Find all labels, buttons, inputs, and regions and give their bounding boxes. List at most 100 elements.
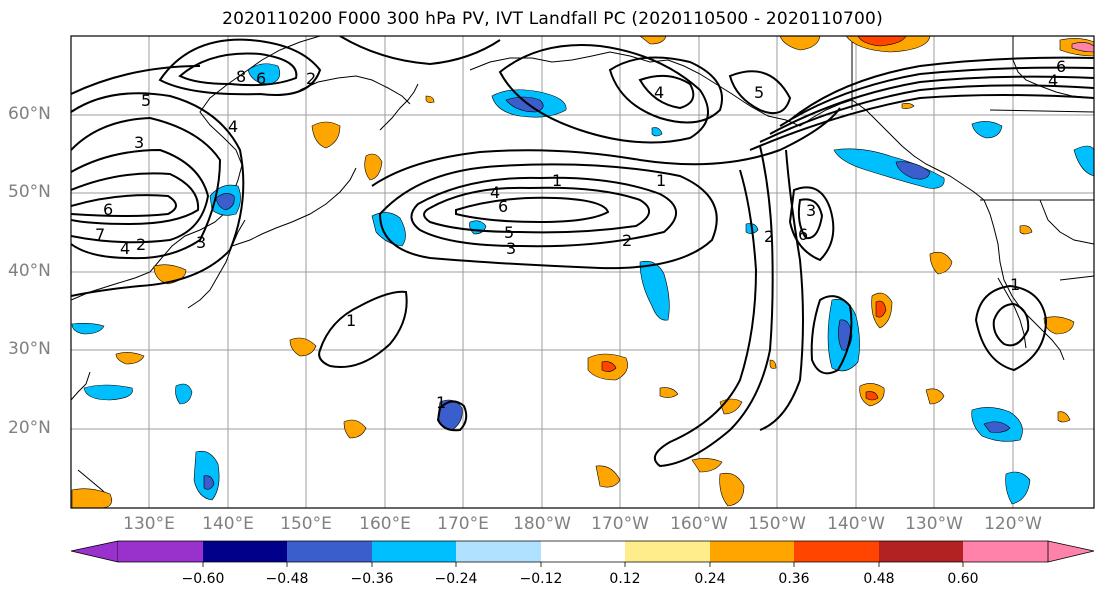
lon-label: 180°W	[513, 514, 571, 534]
colorbar-tick-label: −0.60	[181, 571, 225, 587]
contour-label: 2	[136, 235, 146, 254]
neg-region	[203, 475, 215, 490]
pos-region	[929, 251, 953, 275]
contour-label: 4	[228, 117, 238, 136]
colorbar	[70, 540, 1095, 567]
pos-region	[875, 300, 887, 318]
lon-label: 120°W	[984, 514, 1042, 534]
neg-region	[651, 127, 663, 137]
lon-label: 160°W	[670, 514, 728, 534]
pos-region	[71, 488, 112, 508]
pos-region	[1071, 42, 1094, 53]
neg-region	[1073, 145, 1094, 177]
neg-region	[895, 161, 931, 180]
neg-region	[247, 63, 281, 85]
colorbar-segment	[203, 541, 287, 562]
colorbar-segment	[541, 541, 625, 562]
colorbar-segment	[372, 541, 456, 562]
colorbar-segment	[879, 541, 963, 562]
colorbar-segment	[118, 541, 203, 562]
map-title: 2020110200 F000 300 hPa PV, IVT Landfall…	[222, 9, 883, 29]
lon-label: 170°W	[591, 514, 649, 534]
pos-region	[364, 153, 383, 181]
contour-label: 6	[498, 197, 508, 216]
pos-region	[1057, 411, 1071, 423]
colorbar-segment	[710, 541, 794, 562]
neg-region	[371, 212, 406, 247]
map-panel: 5 3 6 7 4 2 3 8 6 4 2 4 6 5 3 2 1 1 2 3 …	[71, 36, 1094, 508]
lat-label: 60°N	[8, 104, 51, 124]
coastlines	[71, 36, 1094, 501]
pos-region	[901, 103, 915, 109]
gridlines	[71, 36, 1094, 508]
contour-label: 4	[654, 83, 664, 102]
contour-label: 2	[764, 227, 774, 246]
pos-region	[311, 121, 341, 149]
contour-label: 1	[552, 171, 562, 190]
contour-label: 6	[1056, 57, 1066, 76]
neg-region	[639, 260, 670, 321]
neg-region	[983, 421, 1011, 433]
contour-label: 1	[656, 171, 666, 190]
lon-label: 150°E	[280, 514, 332, 534]
lat-label: 30°N	[8, 339, 51, 359]
lat-label: 20°N	[8, 418, 51, 438]
lon-label: 130°W	[905, 514, 963, 534]
contour-label: 6	[256, 69, 266, 88]
neg-region	[215, 193, 235, 211]
contour-label: 7	[95, 225, 105, 244]
pos-region	[857, 36, 907, 47]
contour-label: 3	[506, 239, 516, 258]
pos-region	[1019, 225, 1033, 235]
pos-region	[289, 337, 317, 357]
lon-label: 160°E	[359, 514, 411, 534]
colorbar-segment	[287, 541, 372, 562]
pos-region	[639, 36, 667, 45]
contour-label: 3	[806, 201, 816, 220]
pos-region	[659, 387, 679, 398]
contour-label: 4	[490, 183, 500, 202]
colorbar-extend-high	[1047, 540, 1095, 563]
lon-label: 130°E	[123, 514, 175, 534]
contour-label: 5	[754, 83, 764, 102]
colorbar-segment	[963, 541, 1048, 562]
lat-label: 50°N	[8, 182, 51, 202]
colorbar-tick-label: −0.24	[434, 571, 478, 587]
contour-label: 6	[103, 200, 113, 219]
contours	[71, 36, 1094, 468]
contour-label: 1	[346, 311, 356, 330]
pos-region	[925, 388, 945, 405]
contour-label: 1	[436, 393, 446, 412]
colorbar-tick-label: 0.48	[863, 571, 895, 587]
lon-label: 170°E	[437, 514, 489, 534]
pos-region	[1043, 316, 1075, 335]
pos-region	[115, 352, 145, 365]
contour-label: 4	[120, 239, 130, 258]
contour-label: 6	[798, 225, 808, 244]
colorbar-tick-label: 0.60	[947, 571, 979, 587]
pos-region	[595, 465, 621, 488]
colorbar-extend-low	[70, 540, 119, 563]
neg-region	[83, 384, 133, 401]
lon-label: 150°W	[748, 514, 806, 534]
contour-labels: 5 3 6 7 4 2 3 8 6 4 2 4 6 5 3 2 1 1 2 3 …	[95, 57, 1066, 412]
pos-region	[601, 361, 617, 372]
neg-region	[71, 323, 105, 335]
contour-label: 3	[196, 233, 206, 252]
map-frame	[70, 35, 1095, 509]
lon-label: 140°E	[202, 514, 254, 534]
colorbar-tick-label: −0.48	[265, 571, 309, 587]
pos-region	[865, 391, 879, 401]
pos-region	[779, 36, 821, 51]
contour-label: 5	[141, 91, 151, 110]
colorbar-segment	[625, 541, 710, 562]
contour-label: 1	[1010, 275, 1020, 294]
contour-label: 4	[1048, 71, 1058, 90]
colorbar-tick-label: 0.36	[778, 571, 810, 587]
pos-region	[769, 359, 777, 369]
colorbar-tick-label: −0.36	[350, 571, 394, 587]
contour-label: 2	[622, 231, 632, 250]
neg-region	[469, 220, 487, 235]
pos-region	[719, 398, 743, 415]
